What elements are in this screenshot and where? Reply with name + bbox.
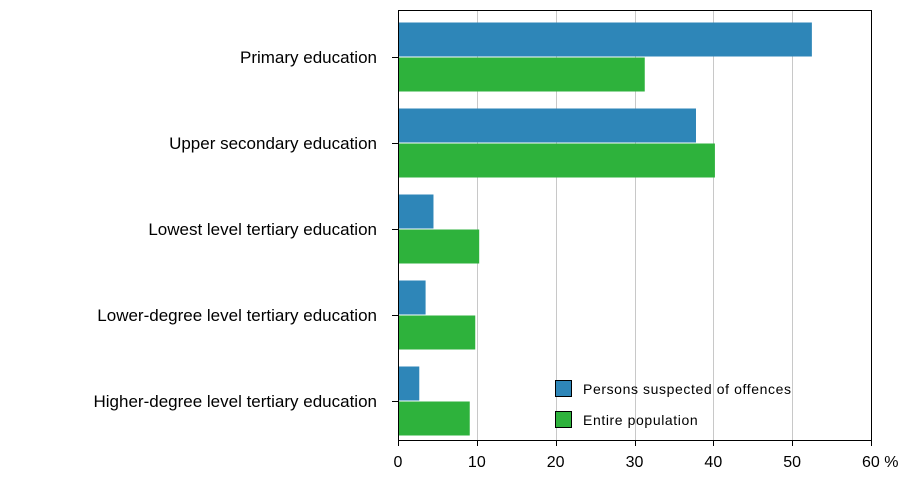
- legend-label: Entire population: [583, 412, 698, 428]
- x-tick-label: 30: [626, 454, 644, 471]
- axes: [392, 10, 872, 446]
- bar-suspected: [398, 108, 696, 143]
- bar-population: [398, 229, 480, 264]
- x-tick-label: 0: [394, 454, 403, 471]
- bar-suspected: [398, 280, 426, 315]
- bar-population: [398, 143, 715, 178]
- category-label: Lower-degree level tertiary education: [97, 306, 377, 325]
- legend-label: Persons suspected of offences: [583, 381, 792, 397]
- legend: Persons suspected of offences Entire popu…: [555, 380, 792, 428]
- x-tick-label: 10: [468, 454, 486, 471]
- x-tick-labels: 0 10 20 30 40 50 60 %: [394, 454, 898, 471]
- legend-swatch: [555, 411, 572, 428]
- category-label: Lowest level tertiary education: [148, 220, 377, 239]
- bars: [398, 22, 812, 436]
- x-tick-label: 60 %: [862, 454, 898, 471]
- x-tick-label: 20: [547, 454, 565, 471]
- bar-suspected: [398, 22, 812, 57]
- x-tick-label: 50: [783, 454, 801, 471]
- bar-suspected: [398, 194, 434, 229]
- bar-population: [398, 315, 476, 350]
- category-label: Higher-degree level tertiary education: [94, 392, 378, 411]
- bar-population: [398, 401, 470, 436]
- category-label: Upper secondary education: [169, 134, 377, 153]
- x-tick-label: 40: [704, 454, 722, 471]
- bar-suspected: [398, 366, 420, 401]
- legend-swatch: [555, 380, 572, 397]
- category-label: Primary education: [240, 48, 377, 67]
- bar-population: [398, 57, 645, 92]
- category-labels: Primary education Upper secondary educati…: [94, 48, 378, 411]
- plot-frame: [398, 10, 872, 441]
